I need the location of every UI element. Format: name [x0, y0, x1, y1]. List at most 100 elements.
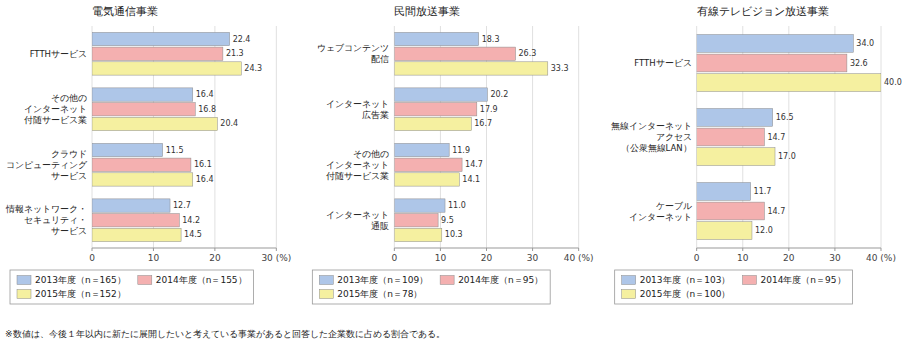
category-label-line: その他の [51, 93, 87, 103]
data-label: 9.5 [441, 216, 454, 225]
bar [697, 148, 775, 166]
panel-title: 有線テレビジョン放送事業 [697, 5, 829, 18]
data-label: 14.1 [462, 175, 480, 184]
category-label: インターネット広告業 [326, 99, 389, 120]
bars [394, 32, 547, 241]
category-label-line: ケーブル [656, 201, 692, 211]
bar [394, 103, 476, 116]
bar [92, 103, 195, 116]
tick-label: 30 [527, 253, 539, 263]
category-label: 情報ネットワーク・セキュリティ・サービス [5, 204, 87, 236]
bar [92, 88, 193, 101]
legend-frame [615, 270, 853, 304]
tick-label: 0 [89, 253, 95, 263]
category-label: クラウドコンピューティングサービス [6, 149, 88, 181]
annotations: ※数値は、今後１年以内に新たに展開したいと考えている事業があると回答した企業数に… [5, 329, 445, 339]
tick-label: 20 [481, 253, 493, 263]
category-label-line: 広告業 [362, 110, 389, 120]
data-label: 16.7 [474, 119, 492, 128]
legend: 2013年度（n＝103）2014年度（n＝95）2015年度（n＝100） [615, 270, 853, 304]
bar [92, 158, 191, 171]
bar [92, 143, 163, 156]
data-label: 26.3 [519, 49, 537, 58]
legend-label: 2014年度（n＝155） [156, 275, 247, 285]
bar [394, 228, 441, 241]
data-label: 11.0 [448, 201, 466, 210]
panel: 電気通信事業0102030 (%)22.421.324.316.416.820.… [5, 5, 291, 304]
x-axis-line [697, 248, 881, 249]
bar [92, 214, 179, 227]
footnote: ※数値は、今後１年以内に新たに展開したいと考えている事業があると回答した企業数に… [5, 329, 445, 339]
category-labels: FTTHサービスその他のインターネット付随サービス業クラウドコンピューティングサ… [5, 49, 88, 237]
tick-label: 0 [694, 253, 700, 263]
data-label: 34.0 [856, 39, 874, 48]
data-label: 16.4 [196, 175, 214, 184]
bar [697, 222, 752, 240]
tick-label: 10 [737, 253, 749, 263]
category-label-line: コンピューティング [6, 160, 88, 170]
data-label: 18.3 [482, 35, 500, 44]
data-label: 12.7 [173, 201, 191, 210]
bar [394, 47, 515, 60]
tick-label: 20 [209, 253, 221, 263]
category-label-line: FTTHサービス [30, 49, 87, 59]
bar [394, 88, 487, 101]
bars [697, 35, 881, 240]
legend-label: 2013年度（n＝103） [640, 275, 731, 285]
bar [92, 47, 223, 60]
x-axis-line [394, 248, 578, 249]
data-label: 40.0 [884, 78, 902, 87]
category-label-line: サービス [51, 226, 87, 236]
data-label: 17.9 [480, 105, 498, 114]
bar [394, 158, 462, 171]
bar [92, 199, 170, 212]
bar [697, 35, 854, 53]
legend-label: 2015年度（n＝78） [337, 289, 422, 299]
category-label-line: アクセス [656, 132, 692, 142]
page: {"chart_data": [ {"type": "bar", "orient… [0, 0, 907, 343]
legend: 2013年度（n＝109）2014年度（n＝95）2015年度（n＝78） [312, 270, 550, 304]
data-label: 33.3 [551, 64, 569, 73]
category-label-line: インターネット [326, 160, 389, 170]
category-label-line: 付随サービス業 [326, 171, 389, 181]
data-label: 11.9 [452, 146, 470, 155]
x-grid [394, 26, 578, 251]
category-labels: FTTHサービス無線インターネットアクセス（公衆無線LAN）ケーブルインターネッ… [611, 58, 692, 222]
category-label-line: クラウド [51, 149, 87, 159]
data-label: 14.7 [465, 160, 483, 169]
bars [92, 32, 241, 241]
data-label: 14.2 [182, 216, 200, 225]
bar [92, 32, 230, 45]
category-label-line: インターネット [326, 210, 389, 220]
grid-line [881, 26, 882, 248]
category-label-line: （公衆無線LAN） [621, 143, 692, 153]
category-label: その他のインターネット付随サービス業 [326, 149, 389, 181]
legend-swatch [17, 290, 31, 299]
bar [394, 173, 459, 186]
category-label: 無線インターネットアクセス（公衆無線LAN） [611, 121, 692, 153]
legend-frame [312, 270, 550, 304]
bar [697, 54, 847, 72]
data-labels: 18.326.333.320.217.916.711.914.714.111.0… [441, 35, 568, 240]
data-labels: 34.032.640.016.514.717.011.714.712.0 [754, 39, 902, 235]
bar [394, 199, 445, 212]
data-label: 16.8 [198, 105, 216, 114]
category-label-line: セキュリティ・ [24, 215, 87, 225]
tick-label: 30 [829, 253, 841, 263]
legend-label: 2015年度（n＝152） [35, 289, 126, 299]
legend-swatch [319, 290, 333, 299]
bar [697, 109, 773, 127]
category-label-line: インターネット [326, 99, 389, 109]
bar [697, 183, 751, 201]
data-labels: 22.421.324.316.416.820.411.516.116.412.7… [166, 35, 262, 240]
bar [697, 74, 881, 92]
tick-label: 40 (%) [866, 253, 896, 263]
legend-swatch [622, 290, 636, 299]
data-label: 21.3 [226, 49, 244, 58]
data-label: 14.7 [767, 207, 785, 216]
category-label-line: インターネット [24, 104, 87, 114]
legend-label: 2013年度（n＝109） [337, 275, 428, 285]
data-label: 10.3 [445, 230, 463, 239]
category-label-line: 付随サービス業 [24, 115, 87, 125]
bar [394, 143, 449, 156]
